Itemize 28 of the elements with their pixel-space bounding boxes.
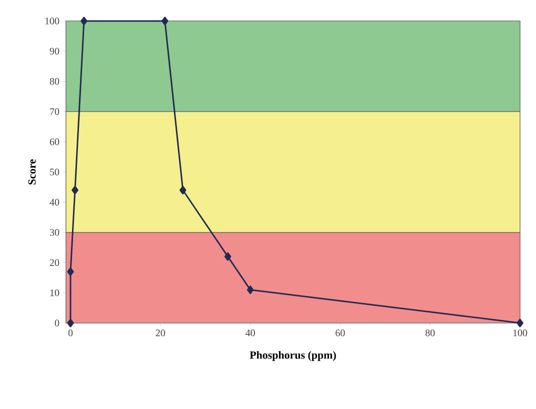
y-tick-label: 70 [50,108,60,115]
point [67,267,74,276]
y-tick-label: 100 [45,18,60,24]
point [246,286,254,294]
point [67,318,74,328]
x-tick-label: 0 [68,330,73,336]
x-tick-label: 20 [156,330,166,336]
y-tick-label: 20 [50,259,60,266]
point [162,16,168,26]
point [224,252,232,261]
y-tick-label: 30 [50,229,60,236]
point [180,186,186,194]
y-tick-label: 10 [50,289,60,296]
y-tick-label: 80 [50,78,60,85]
point [516,318,524,328]
point [72,186,78,194]
y-tick-label: 50 [50,168,60,176]
point [80,16,88,26]
y-tick-label: 90 [50,48,60,55]
y-tick-label: 60 [50,138,60,146]
y-axis-title: Score [28,159,36,184]
x-tick-label: 100 [513,330,528,336]
x-tick-label: 40 [246,330,255,336]
x-tick-label: 80 [426,330,435,336]
y-tick-label: 0 [54,320,60,326]
x-tick-label: 60 [336,330,345,336]
x-axis-title: Phosphorus (ppm) [250,351,336,362]
y-tick-label: 40 [50,198,60,206]
